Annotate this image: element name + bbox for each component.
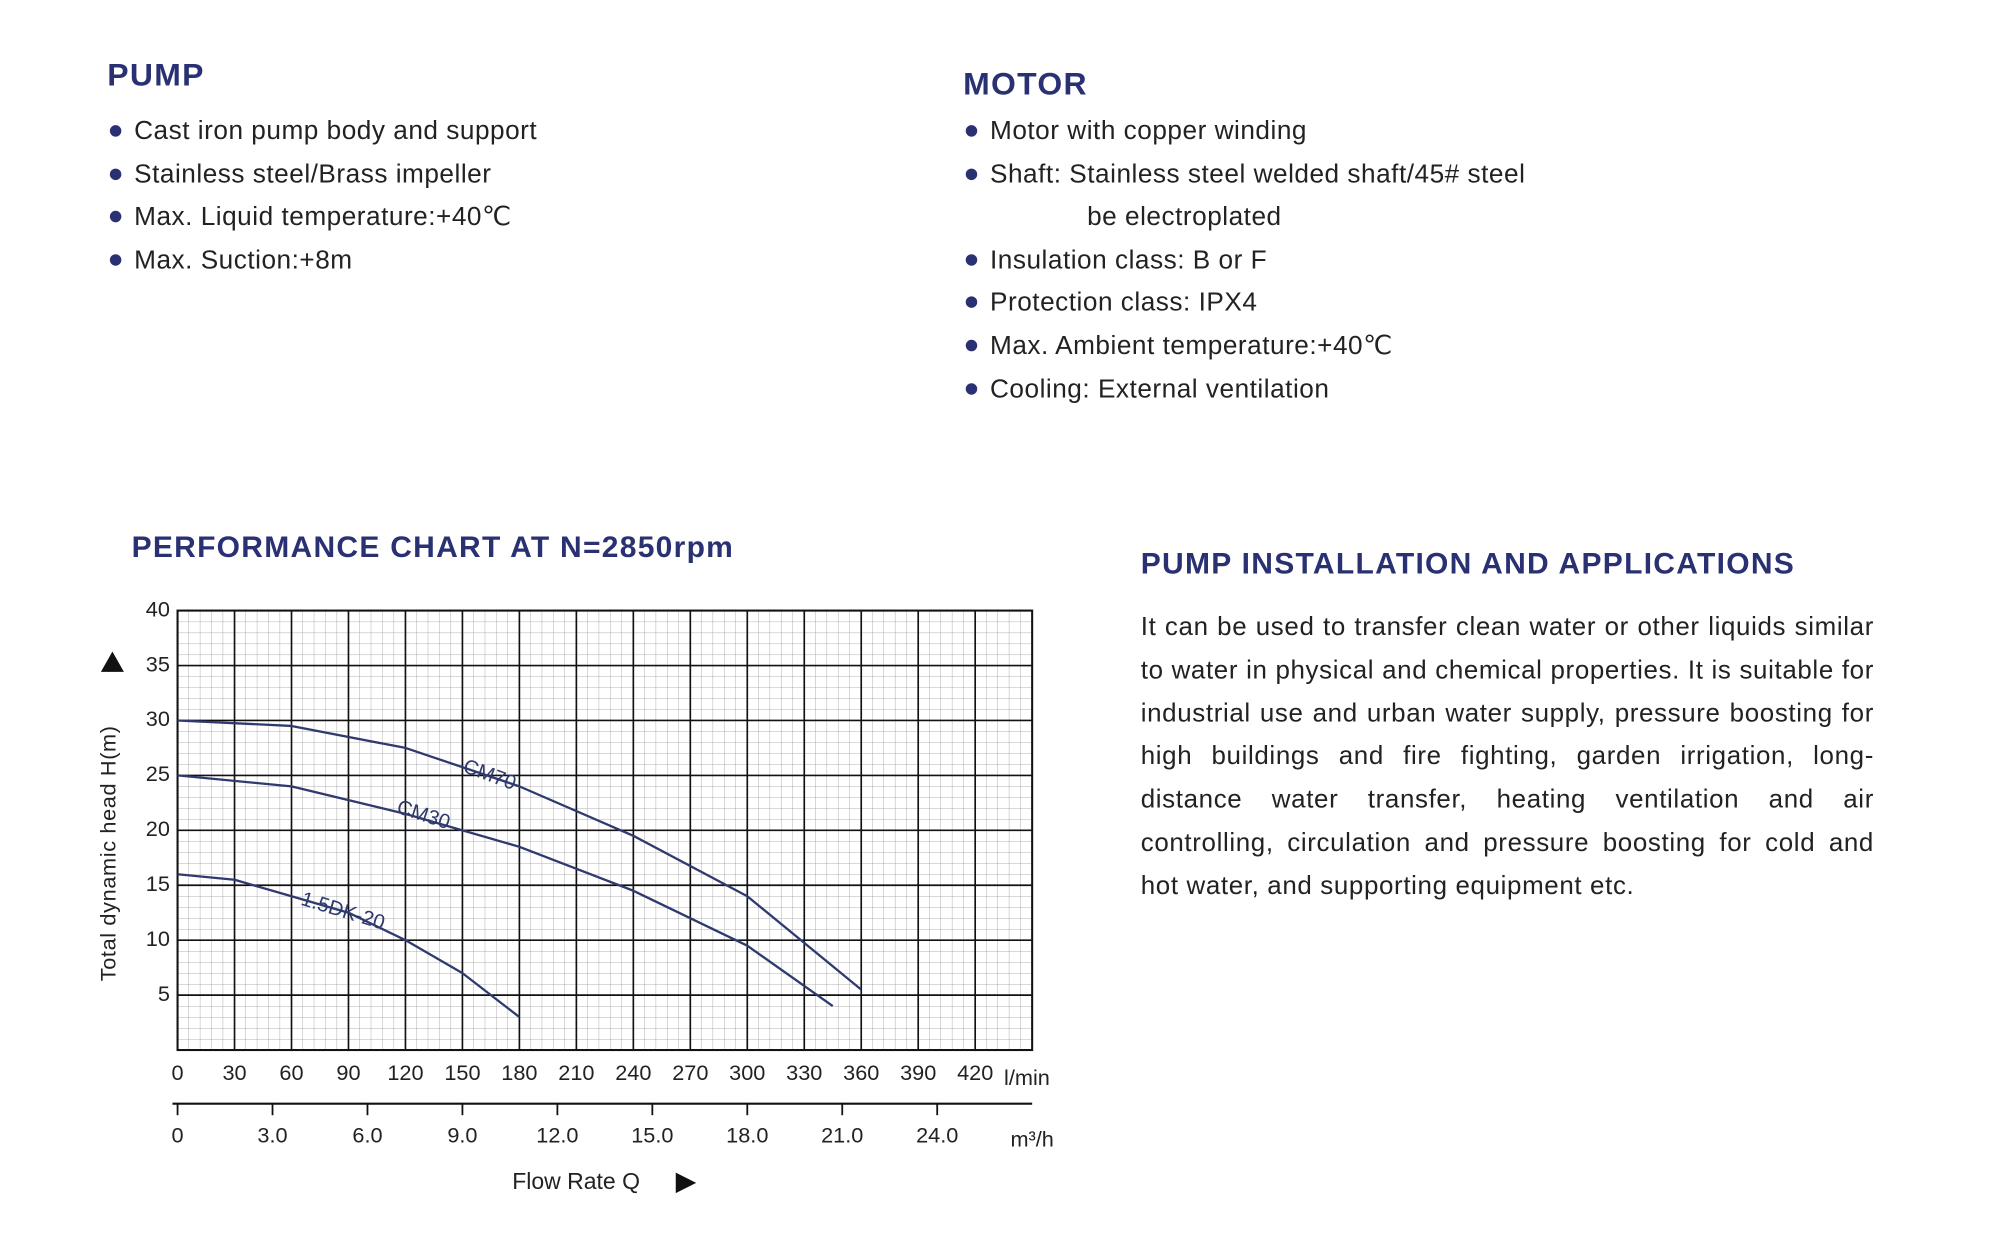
list-item: Protection class: IPX4 [963,282,1525,325]
list-item: Cast iron pump body and support [107,110,537,153]
list-item: Insulation class: B or F [963,239,1525,282]
list-item: Max. Liquid temperature:+40℃ [107,196,537,239]
x-axis-label: Flow Rate Q [512,1168,640,1194]
x2-tick-label: 18.0 [726,1123,768,1148]
motor-list: Motor with copper winding Shaft: Stainles… [963,110,1525,410]
list-item: Stainless steel/Brass impeller [107,153,537,196]
x-tick-label: 390 [900,1060,936,1085]
motor-title: MOTOR [963,66,1088,103]
x-tick-label: 60 [279,1060,303,1085]
x-arrow [675,1172,697,1194]
y-axis-label: Total dynamic head H(m) [96,725,121,981]
y-tick-label: 15 [146,871,170,896]
list-item: Max. Suction:+8m [107,239,537,282]
x2-tick-label: 24.0 [916,1123,958,1148]
x-tick-label: 0 [172,1060,184,1085]
x2-tick-label: 21.0 [821,1123,863,1148]
x-tick-label: 270 [672,1060,708,1085]
y-arrow [100,651,124,672]
x2-tick-label: 0 [172,1123,184,1148]
x2-tick-label: 15.0 [631,1123,673,1148]
x2-unit: m³/h [1010,1126,1053,1151]
list-item: Cooling: External ventilation [963,367,1525,410]
x-tick-label: 150 [444,1060,480,1085]
pump-list: Cast iron pump body and support Stainless… [107,110,537,282]
x-tick-label: 420 [957,1060,993,1085]
list-item: Motor with copper winding [963,110,1525,153]
list-item: be electroplated [1087,202,1282,232]
y-tick-label: 20 [146,816,170,841]
y-tick-label: 10 [146,926,170,951]
x-tick-label: 180 [501,1060,537,1085]
x2-tick-label: 9.0 [447,1123,477,1148]
x-tick-label: 30 [222,1060,246,1085]
x-tick-label: 330 [786,1060,822,1085]
chart-title: PERFORMANCE CHART AT N=2850rpm [132,531,735,564]
series-line [177,873,521,1018]
list-item: Shaft: Stainless steel welded shaft/45# … [963,153,1525,196]
x2-tick-label: 12.0 [536,1123,578,1148]
installation-title: PUMP INSTALLATION AND APPLICATIONS [1140,546,1796,580]
x-tick-label: 300 [729,1060,765,1085]
x-tick-label: 240 [615,1060,651,1085]
y-tick-label: 35 [146,651,170,676]
list-item: Max. Ambient temperature:+40℃ [963,324,1525,367]
x-tick-label: 210 [558,1060,594,1085]
installation-text: It can be used to transfer clean water o… [1140,613,1874,901]
series-line [177,774,834,1008]
x-tick-label: 120 [387,1060,423,1085]
x2-tick-label: 6.0 [352,1123,382,1148]
x-tick-label: 90 [336,1060,360,1085]
y-tick-label: 5 [158,981,170,1006]
pump-title: PUMP [107,57,205,94]
y-tick-label: 40 [146,596,170,621]
plot-frame [176,609,1034,1052]
x-tick-label: 360 [843,1060,879,1085]
y-tick-label: 30 [146,706,170,731]
x2-tick-label: 3.0 [257,1123,287,1148]
x-unit: l/min [1004,1065,1050,1090]
y-tick-label: 25 [146,761,170,786]
series-line [177,719,862,991]
